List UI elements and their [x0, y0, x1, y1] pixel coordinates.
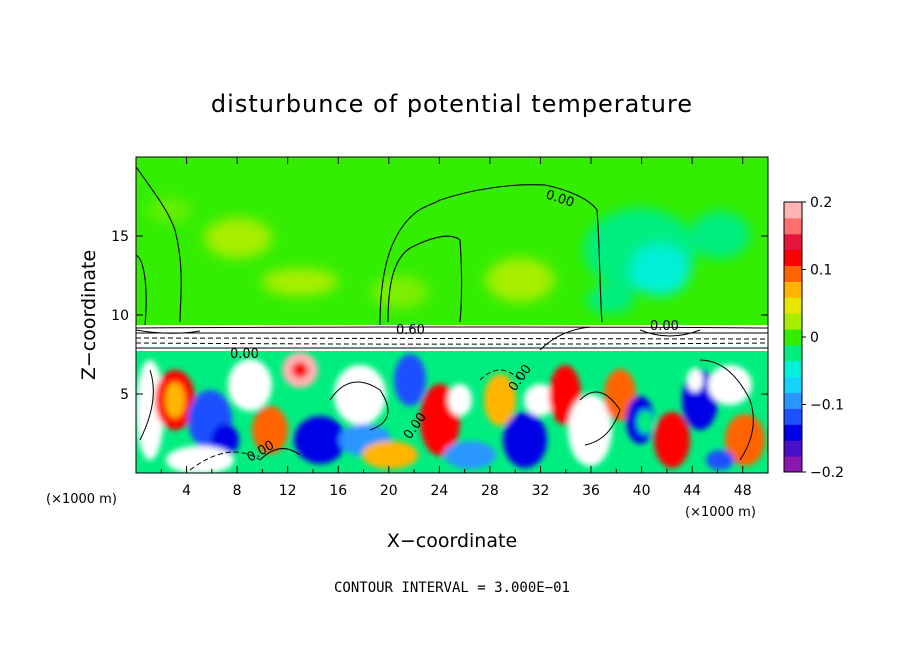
colorbar-swatch — [784, 281, 802, 298]
contour-interval-note: CONTOUR INTERVAL = 3.000E−01 — [334, 580, 570, 596]
colorbar-tick-label: 0 — [810, 330, 819, 346]
colorbar-swatch — [784, 376, 802, 394]
x-tick-label: 32 — [532, 483, 550, 499]
x-axis-label: X−coordinate — [387, 530, 517, 552]
y-tick-label: 10 — [111, 308, 129, 324]
colorbar-swatch — [784, 249, 802, 267]
y-axis: 5 10 15 — [111, 229, 768, 403]
colorbar-swatch — [784, 265, 802, 282]
x-tick-label: 40 — [633, 483, 651, 499]
colorbar-tick-label: 0.2 — [810, 195, 832, 211]
x-unit-right: (×1000 m) — [685, 505, 756, 520]
colorbar-swatch — [784, 329, 802, 346]
colorbar-swatch — [784, 440, 802, 457]
x-tick-label: 36 — [582, 483, 600, 499]
colorbar-swatch — [784, 313, 802, 330]
x-tick-label: 12 — [279, 483, 297, 499]
stable-layer-lines — [136, 326, 768, 351]
x-tick-label: 28 — [481, 483, 499, 499]
colorbar-swatch — [784, 202, 802, 219]
plot-area: 0.00 0.60 0.00 0.00 0.00 0.00 0.00 — [136, 157, 768, 473]
chart-title: disturbunce of potential temperature — [211, 90, 693, 118]
x-tick-label: 8 — [233, 483, 242, 499]
x-axis: 4 8 12 16 20 24 28 32 36 40 44 48 — [160, 157, 752, 499]
colorbar-tick-label: −0.1 — [810, 398, 844, 414]
colorbar-swatch — [784, 392, 802, 409]
colorbar-swatch — [784, 217, 802, 235]
colorbar-swatch — [784, 233, 802, 251]
colorbar-swatch — [784, 456, 802, 473]
colorbar-swatch — [784, 360, 802, 378]
colorbar — [784, 202, 802, 473]
x-tick-label: 16 — [329, 483, 347, 499]
x-tick-label: 20 — [380, 483, 398, 499]
lower-contours — [139, 359, 754, 471]
upper-zero-contours — [136, 166, 603, 326]
upper-anomalies — [148, 198, 750, 314]
colorbar-swatch — [784, 424, 802, 441]
contour-label: 0.00 — [230, 347, 259, 362]
contour-label: 0.00 — [650, 319, 679, 334]
colorbar-ticks: 0.2 0.1 0 −0.1 −0.2 — [802, 195, 844, 481]
contour-label: 0.60 — [396, 323, 425, 338]
colorbar-tick-label: 0.1 — [810, 263, 832, 279]
y-tick-label: 15 — [111, 229, 129, 245]
colorbar-tick-label: −0.2 — [810, 465, 844, 481]
lower-blobs — [136, 352, 765, 473]
colorbar-swatch — [784, 408, 802, 425]
x-tick-label: 44 — [683, 483, 701, 499]
colorbar-swatch — [784, 297, 802, 314]
x-tick-label: 24 — [430, 483, 448, 499]
colorbar-swatch — [784, 344, 802, 362]
x-tick-label: 48 — [734, 483, 752, 499]
x-unit-left: (×1000 m) — [46, 492, 117, 507]
x-tick-label: 4 — [182, 483, 191, 499]
y-axis-label: Z−coordinate — [78, 250, 100, 380]
y-tick-label: 5 — [120, 387, 129, 403]
